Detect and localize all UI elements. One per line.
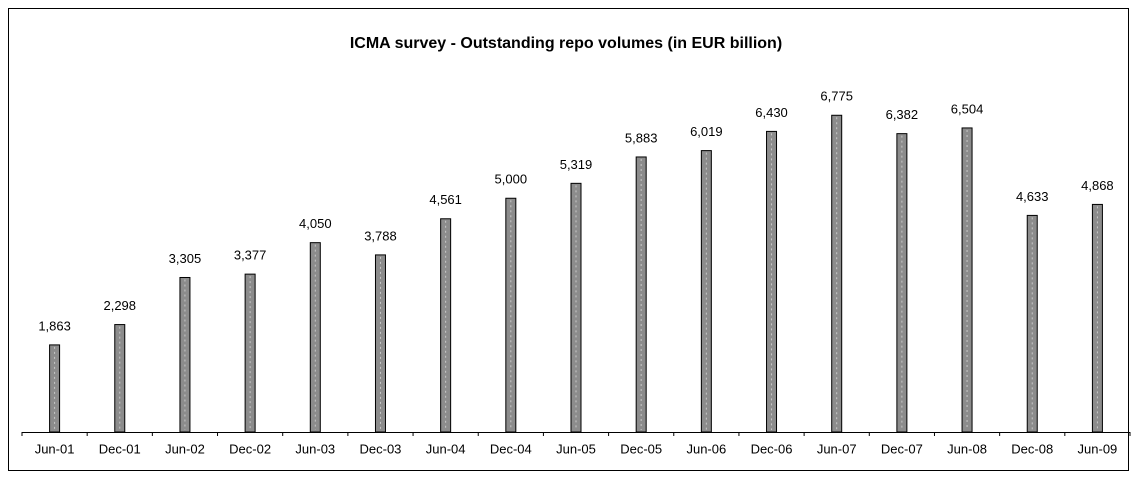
value-label: 6,382 [886, 107, 919, 122]
value-label: 4,050 [299, 216, 332, 231]
x-tick-label: Dec-03 [360, 441, 402, 456]
bar [440, 218, 452, 433]
x-tick-label: Dec-08 [1011, 441, 1053, 456]
x-tick-label: Dec-06 [751, 441, 793, 456]
chart-title: ICMA survey - Outstanding repo volumes (… [350, 35, 782, 52]
x-tick-label: Jun-03 [295, 441, 335, 456]
bar [766, 130, 778, 433]
x-tick-label: Dec-02 [229, 441, 271, 456]
bar [700, 150, 712, 433]
value-label: 6,504 [951, 101, 984, 116]
x-tick-label: Dec-04 [490, 441, 532, 456]
bar [570, 182, 582, 433]
x-tick-label: Dec-07 [881, 441, 923, 456]
x-tick-label: Jun-01 [35, 441, 75, 456]
value-label: 5,000 [495, 172, 528, 187]
value-label: 6,430 [755, 105, 788, 120]
x-tick-label: Dec-05 [620, 441, 662, 456]
value-label: 4,868 [1081, 178, 1114, 193]
x-tick-label: Jun-04 [426, 441, 466, 456]
x-tick-label: Jun-08 [947, 441, 987, 456]
value-label: 6,019 [690, 124, 723, 139]
value-label: 3,788 [364, 228, 397, 243]
x-tick-label: Jun-07 [817, 441, 857, 456]
x-tick-label: Jun-02 [165, 441, 205, 456]
bar [896, 133, 908, 433]
x-tick-label: Dec-01 [99, 441, 141, 456]
value-label: 3,377 [234, 248, 267, 263]
bar [505, 197, 517, 433]
x-tick-label: Jun-09 [1078, 441, 1118, 456]
value-label: 6,775 [820, 89, 853, 104]
value-label: 3,305 [169, 251, 202, 266]
x-tick-label: Jun-06 [686, 441, 726, 456]
value-label: 2,298 [103, 298, 136, 313]
value-label: 5,883 [625, 130, 658, 145]
chart-border [8, 8, 1129, 471]
value-label: 5,319 [560, 157, 593, 172]
value-label: 4,561 [429, 192, 462, 207]
bar [309, 242, 321, 433]
x-tick-label: Jun-05 [556, 441, 596, 456]
value-label: 1,863 [38, 318, 71, 333]
value-label: 4,633 [1016, 189, 1049, 204]
